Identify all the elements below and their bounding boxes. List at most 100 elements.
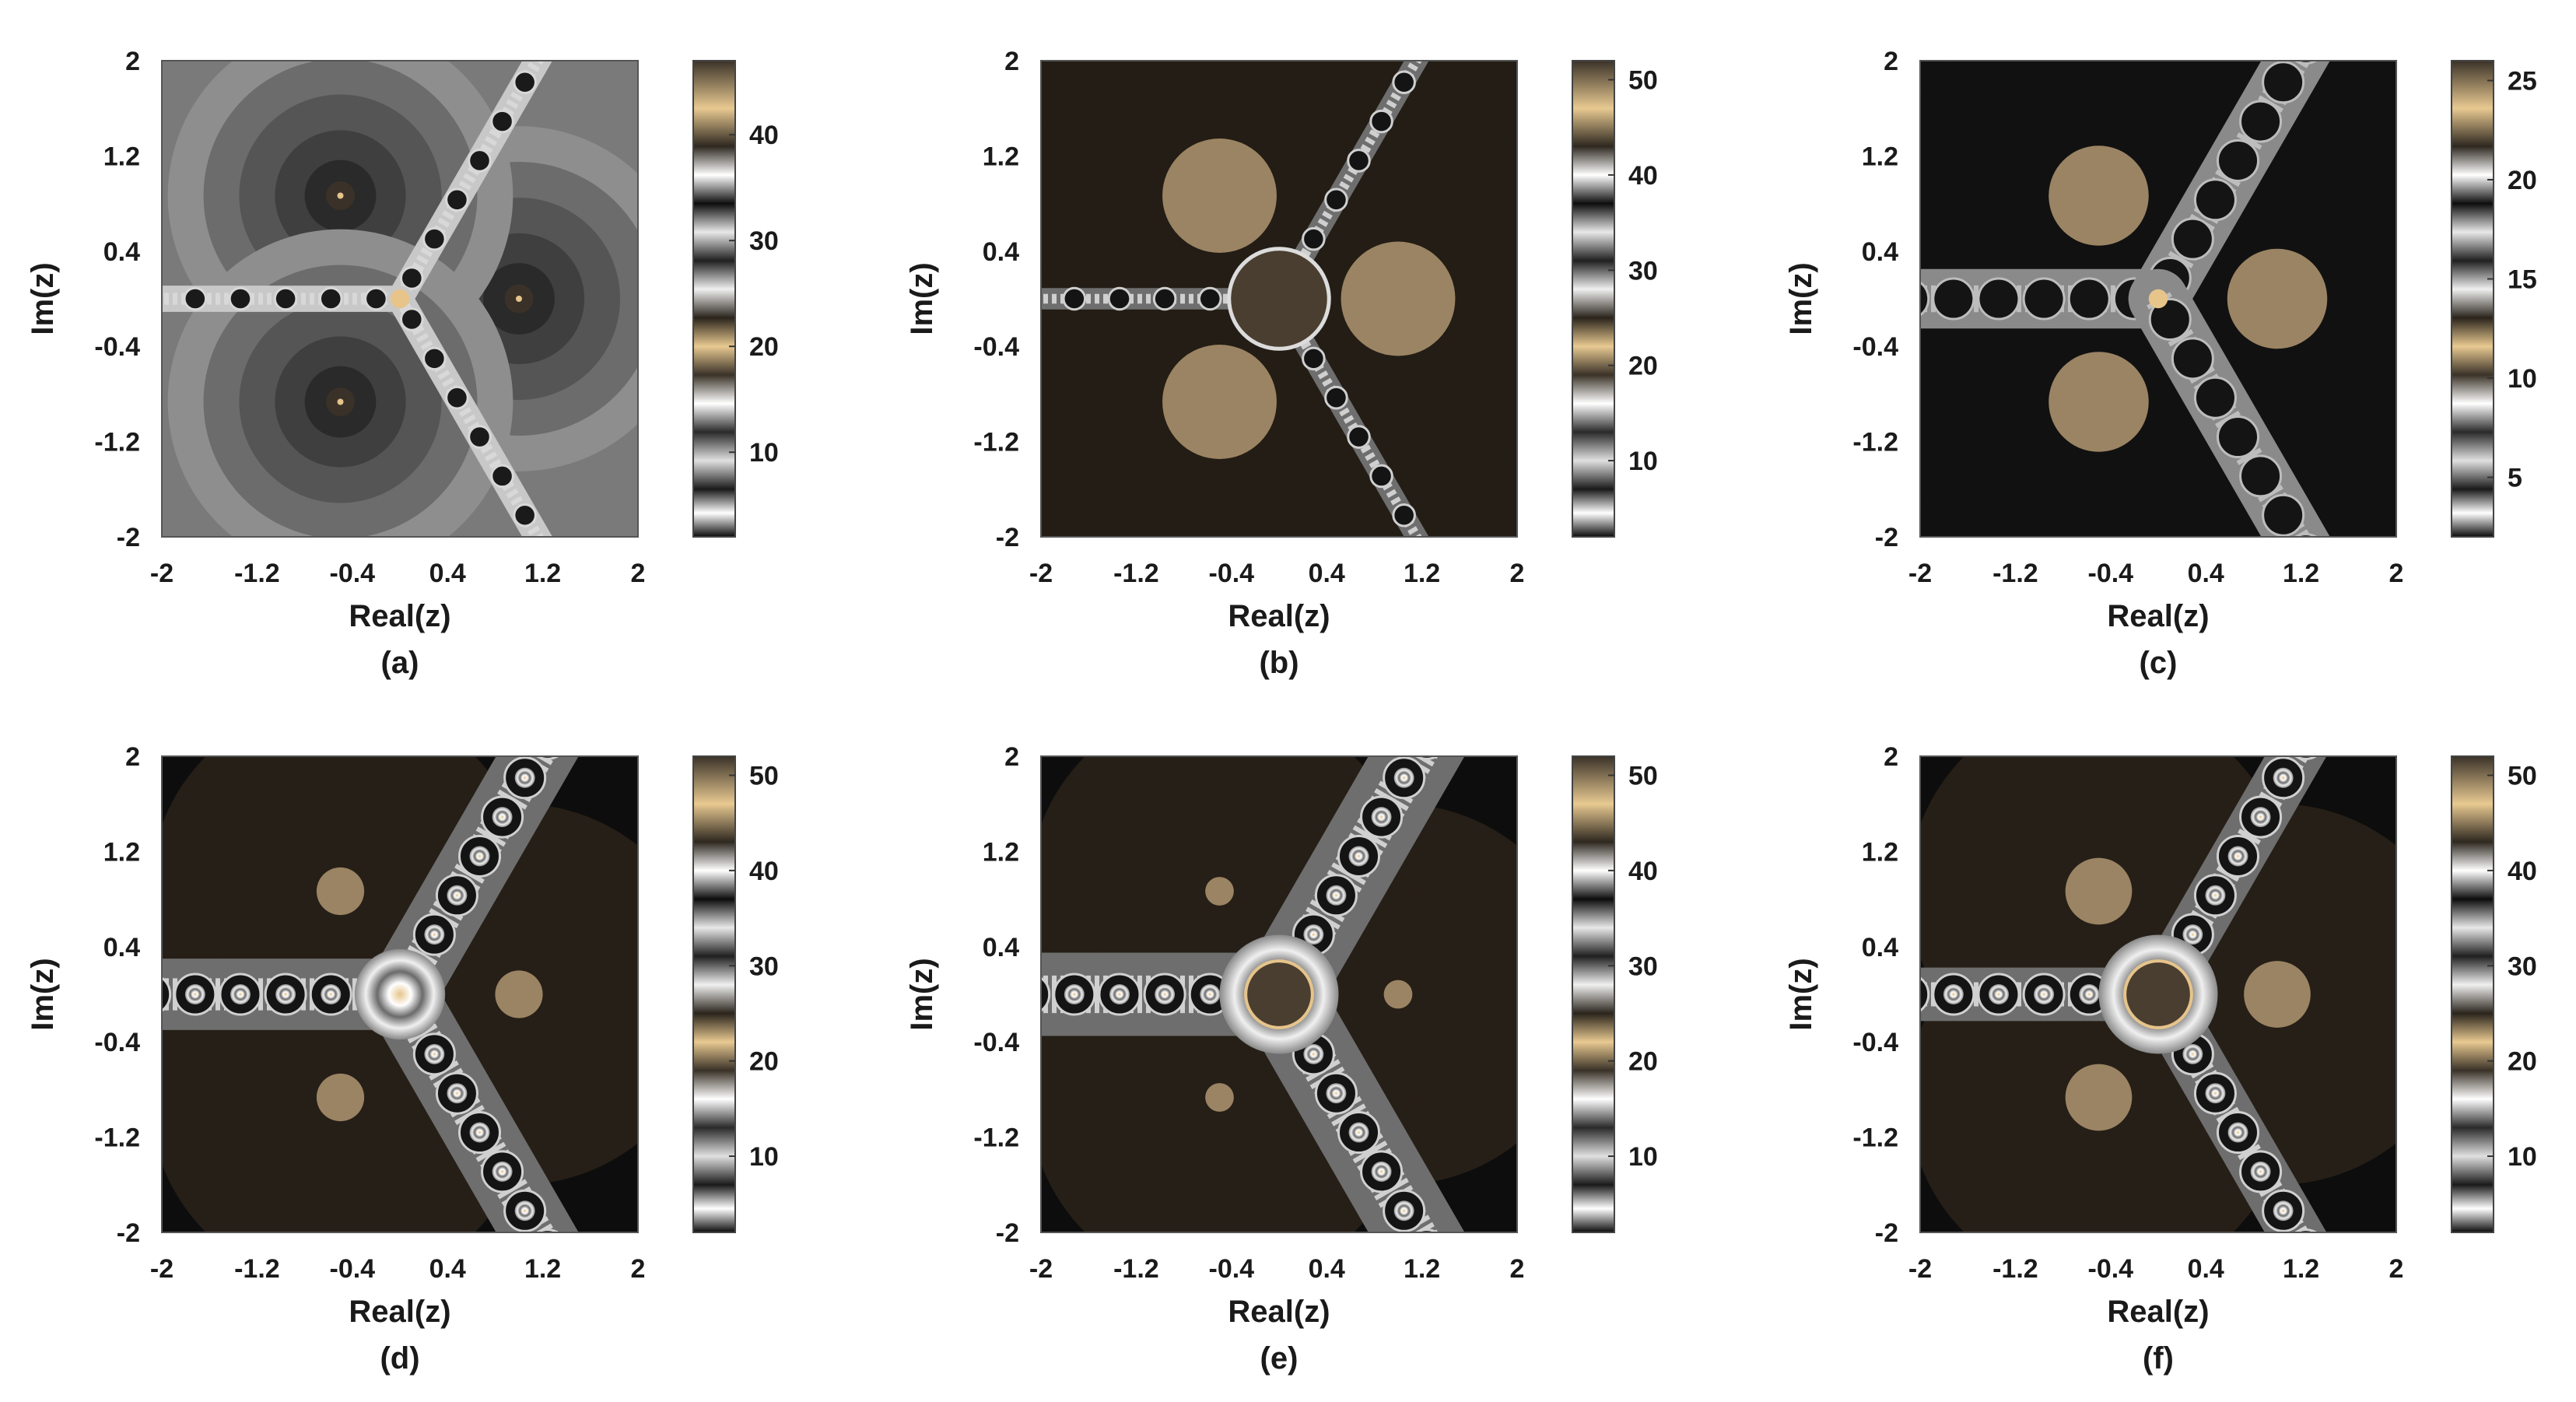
colorbar-tick-label: 20 [1628,352,1658,381]
y-axis-label: Im(z) [905,958,939,1030]
colorbar [692,60,736,538]
plot-frame [1919,755,2397,1233]
root-disk [2065,1064,2133,1131]
julia-bead-core [2318,689,2339,710]
julia-bead-core [2227,1122,2248,1143]
julia-bead-core [1853,984,1873,1004]
chart-panel-a: -2 -1.2 -0.4 0.4 1.2 2 2 1.2 0.4 -0.4 -1.2 -2 Real(z… [26,47,779,680]
julia-bead [513,70,537,95]
colorbar [692,755,736,1233]
julia-bead-core [1943,983,1964,1005]
root-disk [316,867,365,916]
julia-bead [400,266,424,290]
julia-bead [550,679,591,720]
julia-bead [2067,277,2111,321]
colorbar [1572,60,1615,538]
y-tick-label: -1.2 [94,428,140,457]
y-tick-label: -2 [1875,523,1898,552]
root-center [337,192,344,199]
julia-bead-core [2273,767,2294,788]
julia-bead [94,288,116,310]
julia-bead [1439,583,1460,605]
root-center [337,398,344,405]
julia-bead [2262,493,2305,537]
panel-caption: (b) [1259,646,1299,680]
julia-bead [1392,70,1416,95]
colorbar [2451,755,2494,1233]
x-tick-label: -1.2 [1992,1254,2038,1284]
x-tick-label: -2 [1908,559,1932,588]
x-tick-label: -2 [150,1254,173,1284]
y-tick-label: 0.4 [983,933,1019,962]
julia-bead [318,286,343,311]
julia-bead [1429,679,1470,720]
julia-bead [400,307,424,331]
julia-bead-core [447,1083,468,1104]
julia-bead [1932,277,1975,321]
julia-bead-core [514,1200,535,1221]
y-tick-label: 1.2 [103,837,140,867]
julia-bead-core [2318,1279,2339,1299]
y-tick-label: 0.4 [1862,237,1898,267]
julia-bead-core [2034,983,2055,1005]
y-tick-label: -0.4 [94,1028,140,1057]
julia-bead [2308,0,2349,24]
root-disk [316,1073,365,1122]
colorbar-tick-label: 30 [1628,952,1658,981]
y-tick-label: 0.4 [1862,933,1898,962]
x-tick-label: -0.4 [2088,1254,2134,1284]
julia-bead [183,286,208,311]
colorbar-tick-label: 10 [749,1142,779,1172]
root-disk [495,970,543,1018]
julia-bead [445,385,469,410]
y-tick-label: -0.4 [973,1028,1019,1057]
julia-bead [1414,756,1439,760]
colorbar-tick-label: 20 [749,332,779,362]
julia-bead-core [2296,728,2316,748]
x-tick-label: -0.4 [1209,1254,1255,1284]
y-axis-label: Im(z) [1784,958,1818,1030]
julia-bead-core [469,1122,490,1143]
y-tick-label: 2 [1004,742,1019,772]
x-tick-label: -0.4 [330,1254,376,1284]
root-disk [1205,877,1234,906]
julia-bead [1018,288,1040,310]
julia-bead [139,288,161,310]
colorbar-tick-label: 20 [2508,166,2537,195]
julia-bead-core [1303,924,1324,945]
y-tick-label: -1.2 [1852,1123,1898,1153]
panel-caption: (e) [1260,1341,1299,1376]
y-tick-label: -2 [996,1218,1019,1248]
colorbar-tick-label: 50 [1628,65,1658,95]
x-axis-label: Real(z) [349,1295,450,1329]
julia-bead-core [1393,1200,1414,1221]
julia-bead [2193,178,2237,222]
julia-bead-core [2250,807,2271,828]
root-disk [1205,1083,1234,1112]
x-tick-label: 2 [1510,559,1525,588]
panel-caption: (c) [2140,646,2178,680]
julia-bead [2022,277,2066,321]
julia-bead [228,286,253,311]
julia-bead-core [1303,1043,1324,1064]
julia-bead-core [1019,984,1039,1004]
y-tick-label: -0.4 [1852,332,1898,362]
julia-bead-core [184,983,205,1005]
julia-bead-core [2079,983,2100,1005]
colorbar-tick-label: 20 [2508,1047,2537,1077]
julia-bead [1347,425,1371,449]
x-tick-label: -1.2 [1113,1254,1159,1284]
julia-bead-core [514,767,535,788]
y-tick-label: -2 [1875,1218,1898,1248]
chart-panel-f: -2 -1.2 -0.4 0.4 1.2 2 2 1.2 0.4 -0.4 -1.2 -2 Real(z… [1784,689,2537,1376]
julia-bead-core [492,807,513,828]
colorbar-tick-label: 30 [749,952,779,981]
julia-bead [1369,109,1393,134]
y-tick-label: -1.2 [94,1123,140,1153]
julia-bead-core [2205,885,2226,906]
central-bulb [1244,959,1314,1029]
julia-bead [490,109,514,134]
x-tick-label: 2 [631,559,646,588]
julia-bead-core [469,846,490,867]
julia-bead [1041,976,1051,1012]
